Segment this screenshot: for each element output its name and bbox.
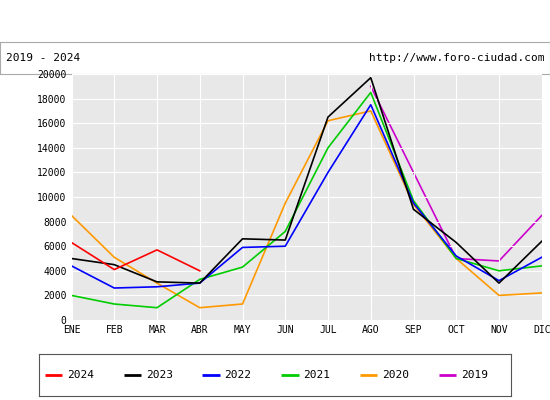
Text: Evolucion Nº Turistas Nacionales en el municipio de Cangas: Evolucion Nº Turistas Nacionales en el m… [32, 14, 518, 28]
Text: 2020: 2020 [382, 370, 409, 380]
Text: 2019 - 2024: 2019 - 2024 [6, 53, 80, 63]
Text: 2021: 2021 [304, 370, 331, 380]
Text: 2019: 2019 [461, 370, 488, 380]
Text: 2022: 2022 [224, 370, 251, 380]
Text: 2024: 2024 [67, 370, 94, 380]
Text: 2023: 2023 [146, 370, 173, 380]
Text: http://www.foro-ciudad.com: http://www.foro-ciudad.com [369, 53, 544, 63]
